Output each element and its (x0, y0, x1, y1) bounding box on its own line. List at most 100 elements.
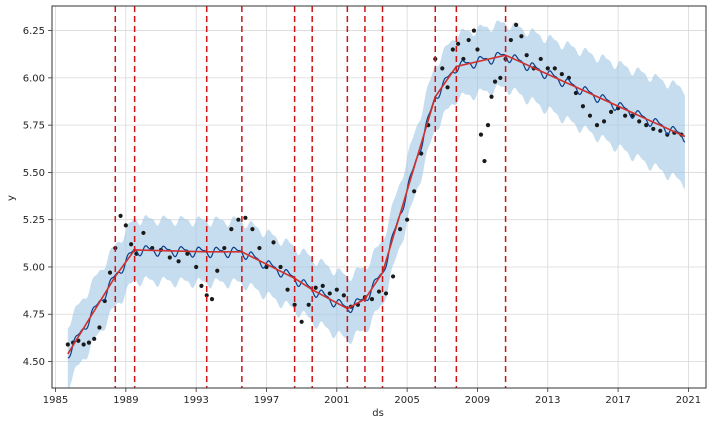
data-point (608, 109, 614, 115)
x-tick-label: 2013 (535, 395, 560, 406)
data-point (623, 113, 628, 118)
data-point (86, 340, 92, 345)
data-point (299, 319, 304, 324)
data-point (222, 245, 227, 251)
data-point (514, 22, 519, 28)
changepoint-lines (114, 6, 507, 388)
x-tick-label: 2017 (605, 395, 630, 406)
data-point (538, 56, 543, 62)
data-point (524, 53, 529, 58)
data-point (397, 227, 403, 232)
data-point (327, 291, 332, 296)
x-tick-label: 1997 (254, 395, 279, 406)
data-point (651, 126, 656, 132)
data-point (508, 37, 513, 43)
data-point (129, 242, 134, 247)
data-point (243, 215, 248, 220)
data-point (580, 104, 586, 109)
data-point (176, 259, 181, 264)
data-point (92, 336, 97, 341)
data-point (587, 113, 593, 118)
data-point (123, 223, 128, 228)
data-point (141, 230, 146, 236)
x-tick-label: 1985 (43, 395, 68, 406)
data-point (478, 132, 484, 137)
observed-points (65, 22, 684, 347)
data-point (440, 66, 445, 71)
data-point (285, 287, 290, 292)
y-tick-label: 5.75 (23, 121, 45, 132)
data-point (341, 293, 346, 298)
uncertainty-band (67, 20, 685, 389)
data-point (306, 302, 311, 307)
plot-border (51, 5, 707, 389)
x-tick-label: 2001 (324, 395, 349, 406)
data-point (412, 189, 417, 194)
y-tick-label: 4.75 (23, 310, 45, 321)
data-point (489, 94, 494, 99)
data-point (545, 66, 550, 71)
y-tick-label: 5.00 (23, 262, 45, 273)
data-point (65, 342, 70, 347)
data-point (492, 79, 498, 84)
trend-series (67, 54, 686, 355)
x-tick-label: 2005 (394, 395, 419, 406)
data-point (658, 128, 663, 133)
trend-line (67, 54, 686, 355)
data-point (482, 158, 487, 164)
data-point (471, 28, 477, 33)
data-point (236, 217, 241, 222)
data-point (215, 268, 220, 273)
data-point (445, 85, 450, 90)
y-tick-label: 6.25 (23, 26, 45, 37)
y-tick-label: 5.50 (23, 168, 45, 179)
data-point (194, 264, 199, 270)
y-tick-label: 4.50 (23, 357, 45, 368)
y-axis-title: y (6, 195, 17, 201)
x-tick-label: 1993 (183, 395, 208, 406)
data-point (376, 289, 382, 294)
data-point (450, 47, 455, 52)
data-point (118, 213, 123, 219)
data-point (552, 66, 557, 71)
data-point (167, 255, 172, 260)
data-point (456, 41, 461, 46)
data-point (369, 297, 375, 302)
x-tick-label: 2009 (465, 395, 490, 406)
data-point (229, 227, 234, 232)
data-point (601, 119, 607, 124)
y-tick-label: 5.25 (23, 215, 45, 226)
data-point (637, 119, 642, 124)
data-point (278, 264, 283, 270)
x-tick-label: 1989 (113, 395, 138, 406)
data-point (405, 217, 410, 222)
data-point (485, 123, 491, 128)
data-point (292, 302, 297, 307)
data-point (271, 240, 276, 245)
data-point (204, 293, 209, 298)
data-point (644, 123, 649, 128)
data-point (461, 56, 466, 62)
data-point (498, 75, 503, 80)
data-point (519, 34, 524, 39)
y-axis-ticks: 4.50 4.75 5.00 5.25 5.50 5.75 6.00 6.25 (23, 26, 52, 368)
data-point (320, 283, 325, 288)
data-point (209, 297, 215, 302)
data-point (107, 270, 113, 275)
data-point (383, 291, 389, 296)
data-point (257, 245, 262, 251)
data-point (81, 342, 86, 347)
x-axis-title: ds (372, 408, 384, 419)
data-point (334, 287, 339, 292)
x-tick-label: 2021 (676, 395, 701, 406)
data-point (559, 71, 564, 77)
y-tick-label: 6.00 (23, 73, 45, 84)
data-point (475, 47, 480, 52)
data-point (97, 325, 102, 330)
x-axis-ticks: 1985 1989 1993 1997 2001 2005 2009 2013 2017 2021 (43, 388, 701, 406)
data-point (594, 123, 600, 128)
data-point (466, 37, 471, 43)
data-point (313, 285, 318, 290)
uncertainty-interval (67, 20, 685, 389)
